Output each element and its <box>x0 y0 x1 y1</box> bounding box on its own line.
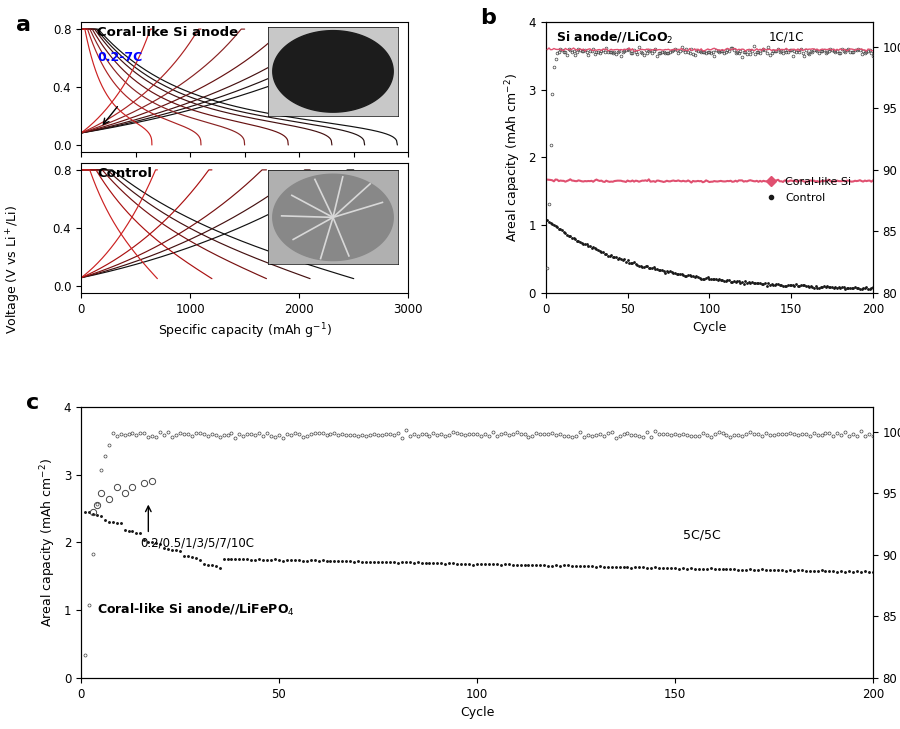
Text: c: c <box>25 394 39 413</box>
Text: Coral-like Si anode: Coral-like Si anode <box>97 26 238 39</box>
X-axis label: Cycle: Cycle <box>692 321 726 335</box>
Text: b: b <box>481 8 496 28</box>
Text: 1C/1C: 1C/1C <box>769 30 804 43</box>
Y-axis label: Areal capacity (mAh cm$^{-2}$): Areal capacity (mAh cm$^{-2}$) <box>503 73 523 242</box>
Text: a: a <box>15 15 31 35</box>
Text: 5C/5C: 5C/5C <box>683 529 721 542</box>
Text: 0.2-7C: 0.2-7C <box>97 50 142 63</box>
Text: Coral-like Si anode//LiFePO$_4$: Coral-like Si anode//LiFePO$_4$ <box>97 602 294 618</box>
X-axis label: Specific capacity (mAh g$^{-1}$): Specific capacity (mAh g$^{-1}$) <box>158 321 331 341</box>
Y-axis label: Areal capacity (mAh cm$^{-2}$): Areal capacity (mAh cm$^{-2}$) <box>39 458 58 627</box>
Legend: Coral-like Si, Control: Coral-like Si, Control <box>760 177 851 203</box>
X-axis label: Cycle: Cycle <box>460 706 494 720</box>
Text: Voltage (V vs Li$^+$/Li): Voltage (V vs Li$^+$/Li) <box>4 205 22 335</box>
Text: Si anode//LiCoO$_2$: Si anode//LiCoO$_2$ <box>555 30 673 46</box>
Text: 0.2/0.5/1/3/5/7/10C: 0.2/0.5/1/3/5/7/10C <box>140 537 255 550</box>
Text: Control: Control <box>97 166 152 179</box>
